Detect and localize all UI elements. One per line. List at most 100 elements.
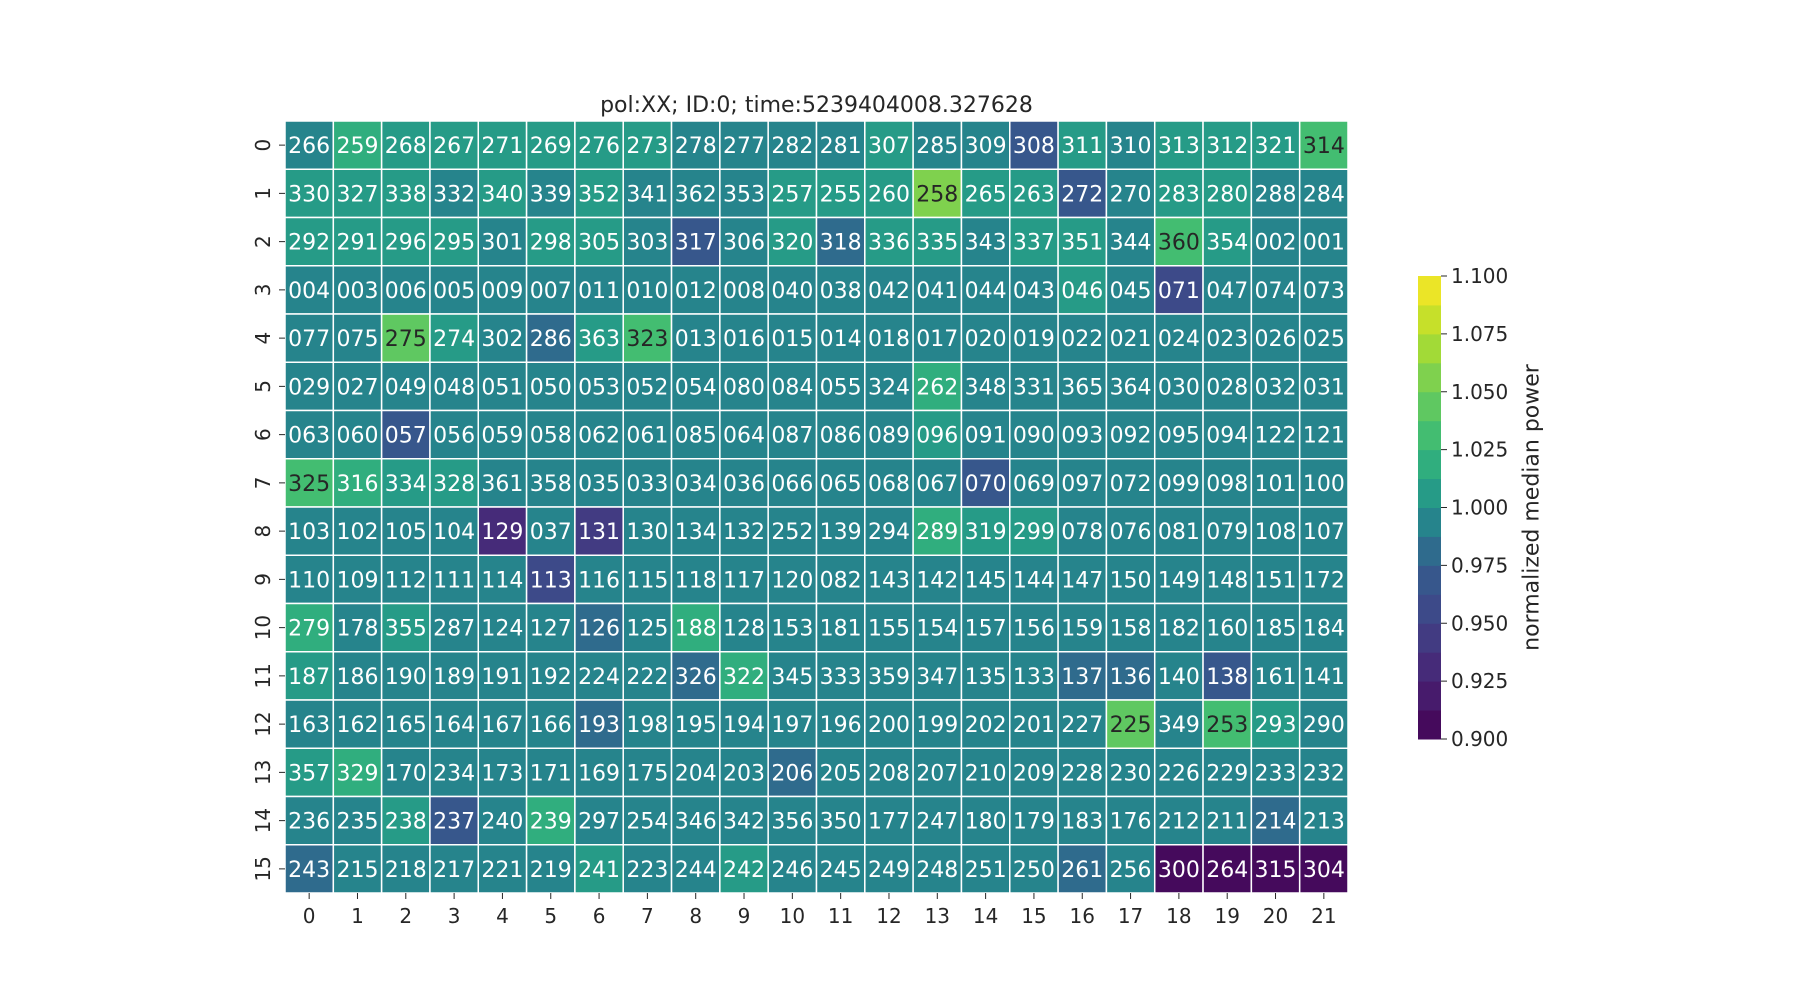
heatmap-cell	[1153, 506, 1204, 556]
heatmap-cell	[1105, 361, 1156, 412]
heatmap-cell	[1105, 409, 1156, 460]
heatmap-cell	[719, 120, 769, 170]
colorbar-segment	[1418, 623, 1441, 653]
cell-annotation: 353	[723, 182, 765, 207]
cell-annotation: 292	[288, 231, 330, 256]
cell-annotation: 218	[385, 858, 427, 883]
cell-annotation: 194	[723, 713, 765, 738]
cell-annotation: 322	[723, 665, 765, 690]
cell-annotation: 066	[771, 472, 813, 497]
cell-annotation: 249	[868, 858, 910, 883]
heatmap-cell	[429, 216, 480, 267]
cell-annotation: 208	[868, 761, 910, 786]
heatmap-cells: 266 259 268 267 271 269 276 273 278 277 282 281 307 2…	[284, 120, 1349, 894]
cell-annotation: 361	[481, 472, 523, 497]
cell-annotation: 233	[1255, 761, 1297, 786]
heatmap-cell	[1153, 554, 1204, 605]
heatmap-cell	[815, 747, 866, 798]
cell-annotation: 260	[868, 182, 910, 207]
cell-annotation: 177	[868, 810, 910, 835]
cell-annotation: 278	[675, 134, 717, 159]
heatmap-cell	[332, 458, 383, 508]
x-tick-label: 17	[1118, 904, 1143, 928]
heatmap-cell	[284, 554, 335, 605]
cell-annotation: 342	[723, 810, 765, 835]
heatmap-cell	[767, 506, 818, 556]
heatmap-cell	[1153, 844, 1204, 894]
cell-annotation: 169	[578, 761, 620, 786]
heatmap-cell	[477, 216, 528, 267]
heatmap-cell	[1105, 554, 1156, 605]
cell-annotation: 029	[288, 375, 330, 400]
y-tick-label: 4	[251, 332, 275, 345]
cell-annotation: 359	[868, 665, 910, 690]
heatmap-cell	[380, 313, 431, 363]
heatmap-cell	[1057, 844, 1108, 894]
y-tick-label: 8	[251, 525, 275, 538]
cell-annotation: 002	[1255, 231, 1297, 256]
x-tick-label: 19	[1214, 904, 1239, 928]
heatmap-cell	[1009, 747, 1059, 798]
cell-annotation: 246	[771, 858, 813, 883]
heatmap-cell	[622, 554, 673, 605]
cell-annotation: 159	[1061, 617, 1103, 642]
cell-annotation: 298	[530, 231, 572, 256]
colorbar-segment	[1418, 304, 1441, 335]
cell-annotation: 140	[1158, 665, 1200, 690]
cell-annotation: 070	[965, 472, 1007, 497]
heatmap-cell	[1298, 265, 1349, 315]
cell-annotation: 052	[626, 375, 668, 400]
cell-annotation: 362	[675, 182, 717, 207]
heatmap-cell	[912, 747, 963, 798]
cell-annotation: 253	[1206, 713, 1248, 738]
cell-annotation: 044	[965, 279, 1007, 304]
cell-annotation: 099	[1158, 472, 1200, 497]
heatmap-cell	[670, 651, 721, 701]
cell-annotation: 348	[965, 375, 1007, 400]
heatmap-cell	[525, 795, 576, 846]
cell-annotation: 365	[1061, 375, 1103, 400]
cell-annotation: 318	[820, 231, 862, 256]
heatmap-cell	[574, 168, 624, 219]
heatmap-cell	[332, 602, 383, 653]
cell-annotation: 262	[916, 375, 958, 400]
cell-annotation: 150	[1110, 568, 1152, 593]
heatmap-cell	[332, 120, 383, 170]
cell-annotation: 046	[1061, 279, 1103, 304]
cell-annotation: 130	[626, 520, 668, 545]
y-tick-label: 12	[251, 711, 275, 736]
cell-annotation: 175	[626, 761, 668, 786]
x-tick-label: 4	[496, 904, 509, 928]
cell-annotation: 058	[530, 424, 572, 449]
heatmap-cell	[380, 216, 431, 267]
heatmap-cell	[670, 168, 721, 219]
y-tick-label: 7	[251, 477, 275, 490]
x-tick-labels: 0 1 2 3 4 5 6 7 8 9 10 11 12 13 14 15 16 17 18 19 20 21	[303, 893, 1337, 928]
cell-annotation: 263	[1013, 182, 1055, 207]
cell-annotation: 224	[578, 665, 620, 690]
cell-annotation: 339	[530, 182, 572, 207]
cell-annotation: 326	[675, 665, 717, 690]
x-tick-label: 18	[1166, 904, 1191, 928]
heatmap-cell	[525, 216, 576, 267]
cell-annotation: 047	[1206, 279, 1248, 304]
heatmap-cell	[960, 651, 1011, 701]
cell-annotation: 001	[1303, 231, 1345, 256]
cell-annotation: 118	[675, 568, 717, 593]
cell-annotation: 026	[1255, 327, 1297, 352]
cell-annotation: 306	[723, 231, 765, 256]
heatmap-cell	[719, 265, 769, 315]
heatmap-cell	[1009, 265, 1059, 315]
cell-annotation: 364	[1110, 375, 1152, 400]
heatmap-cell	[622, 265, 673, 315]
cell-annotation: 178	[336, 617, 378, 642]
cell-annotation: 303	[626, 231, 668, 256]
cell-annotation: 350	[820, 810, 862, 835]
heatmap-cell	[332, 361, 383, 412]
heatmap-cell	[622, 120, 673, 170]
cell-annotation: 183	[1061, 810, 1103, 835]
heatmap-cell	[1105, 651, 1156, 701]
cell-annotation: 195	[675, 713, 717, 738]
cell-annotation: 128	[723, 617, 765, 642]
heatmap-cell	[815, 265, 866, 315]
